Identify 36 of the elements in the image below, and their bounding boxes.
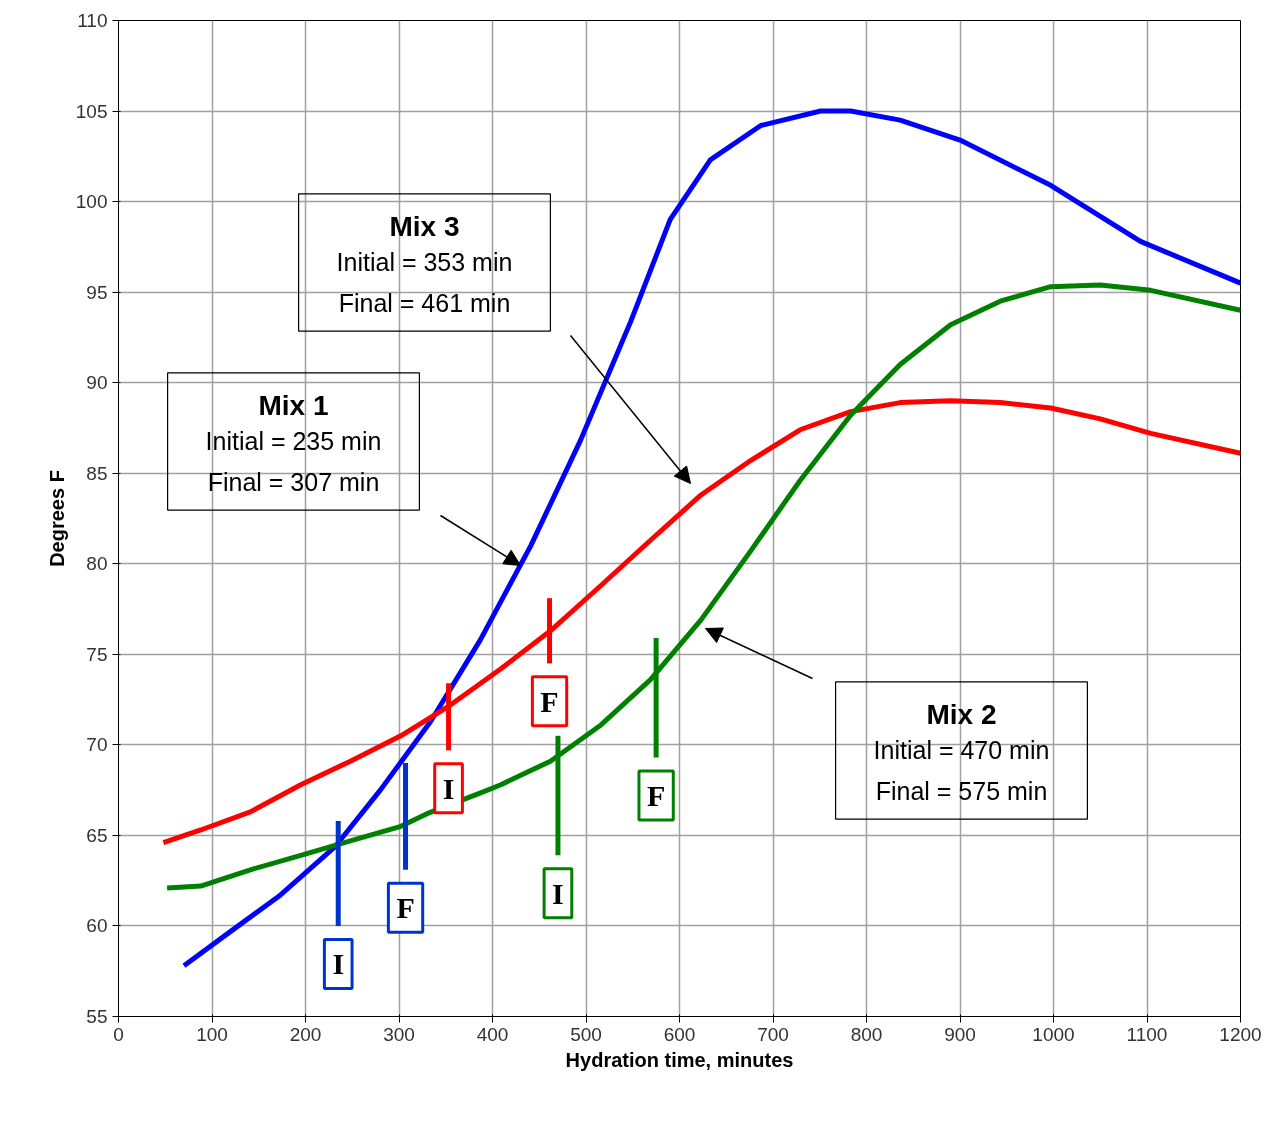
y-axis-title: Degrees F — [45, 470, 68, 567]
x-tick-label: 100 — [196, 1023, 228, 1045]
annotation: F — [396, 891, 415, 925]
x-tick-label: 0 — [113, 1023, 124, 1045]
x-tick-label: 700 — [757, 1023, 789, 1045]
annotation: I — [332, 947, 345, 981]
annotation: F — [540, 684, 559, 718]
x-tick-label: 600 — [663, 1023, 696, 1045]
y-tick-label: 90 — [86, 372, 108, 394]
annotation: I — [552, 876, 564, 910]
annotation: Mix 2 Initial = 470 min Final = 575 min — [873, 699, 1050, 806]
y-tick-label: 110 — [77, 10, 108, 31]
y-tick-label: 100 — [75, 191, 108, 213]
y-tick-label: 70 — [86, 734, 108, 756]
annotation: F — [646, 779, 666, 813]
y-tick-label: 65 — [86, 824, 108, 846]
x-axis-title: Hydration time, minutes — [565, 1048, 794, 1071]
y-tick-label: 105 — [75, 100, 108, 122]
x-tick-label: 1000 — [1032, 1023, 1075, 1045]
y-tick-label: 95 — [86, 281, 108, 303]
annotation: I — [442, 771, 455, 805]
x-tick-label: 400 — [476, 1023, 509, 1045]
annotation: Mix 3 Initial = 353 min Final = 461 min — [336, 211, 513, 318]
annotation: Mix 1 Initial = 235 min Final = 307 min — [205, 390, 382, 497]
x-tick-label: 500 — [570, 1023, 602, 1045]
x-tick-label: 200 — [289, 1023, 322, 1045]
y-tick-label: 85 — [86, 462, 108, 484]
x-tick-label: 900 — [944, 1023, 976, 1045]
y-tick-label: 75 — [86, 643, 108, 665]
x-tick-label: 1200 — [1219, 1023, 1262, 1045]
x-tick-label: 800 — [850, 1023, 883, 1045]
y-tick-label: 60 — [86, 915, 108, 937]
x-tick-label: 300 — [383, 1023, 415, 1045]
y-tick-label: 55 — [86, 1006, 108, 1027]
x-tick-label: 1100 — [1126, 1023, 1168, 1045]
y-tick-label: 80 — [86, 553, 108, 575]
